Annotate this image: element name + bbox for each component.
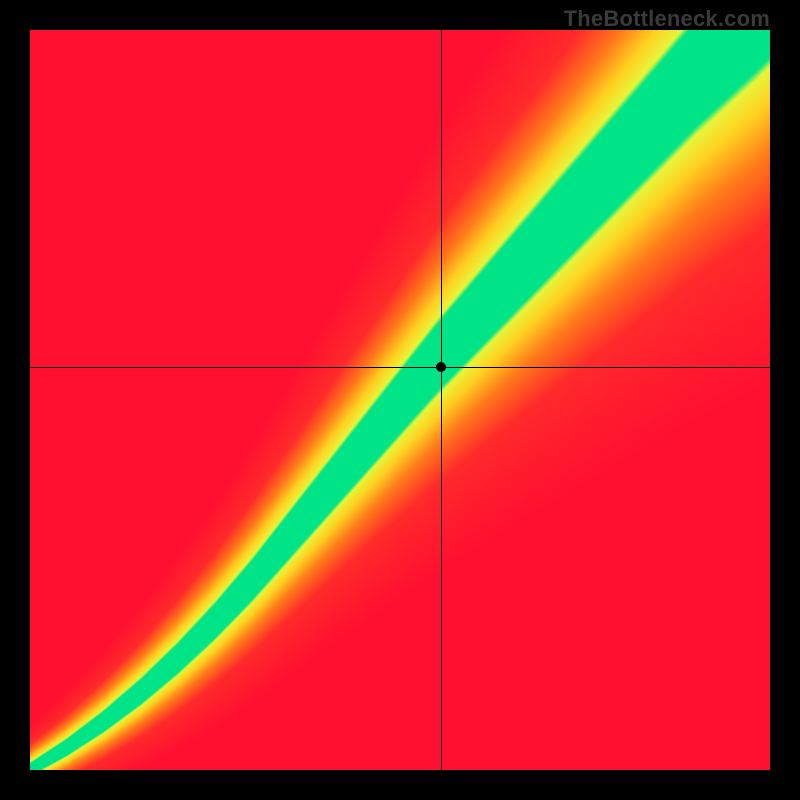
heatmap-canvas [30,30,770,770]
plot-area [30,30,770,770]
crosshair-horizontal [30,367,770,368]
selection-marker [436,362,446,372]
chart-frame: TheBottleneck.com [0,0,800,800]
watermark-text: TheBottleneck.com [564,6,770,32]
crosshair-vertical [441,30,442,770]
